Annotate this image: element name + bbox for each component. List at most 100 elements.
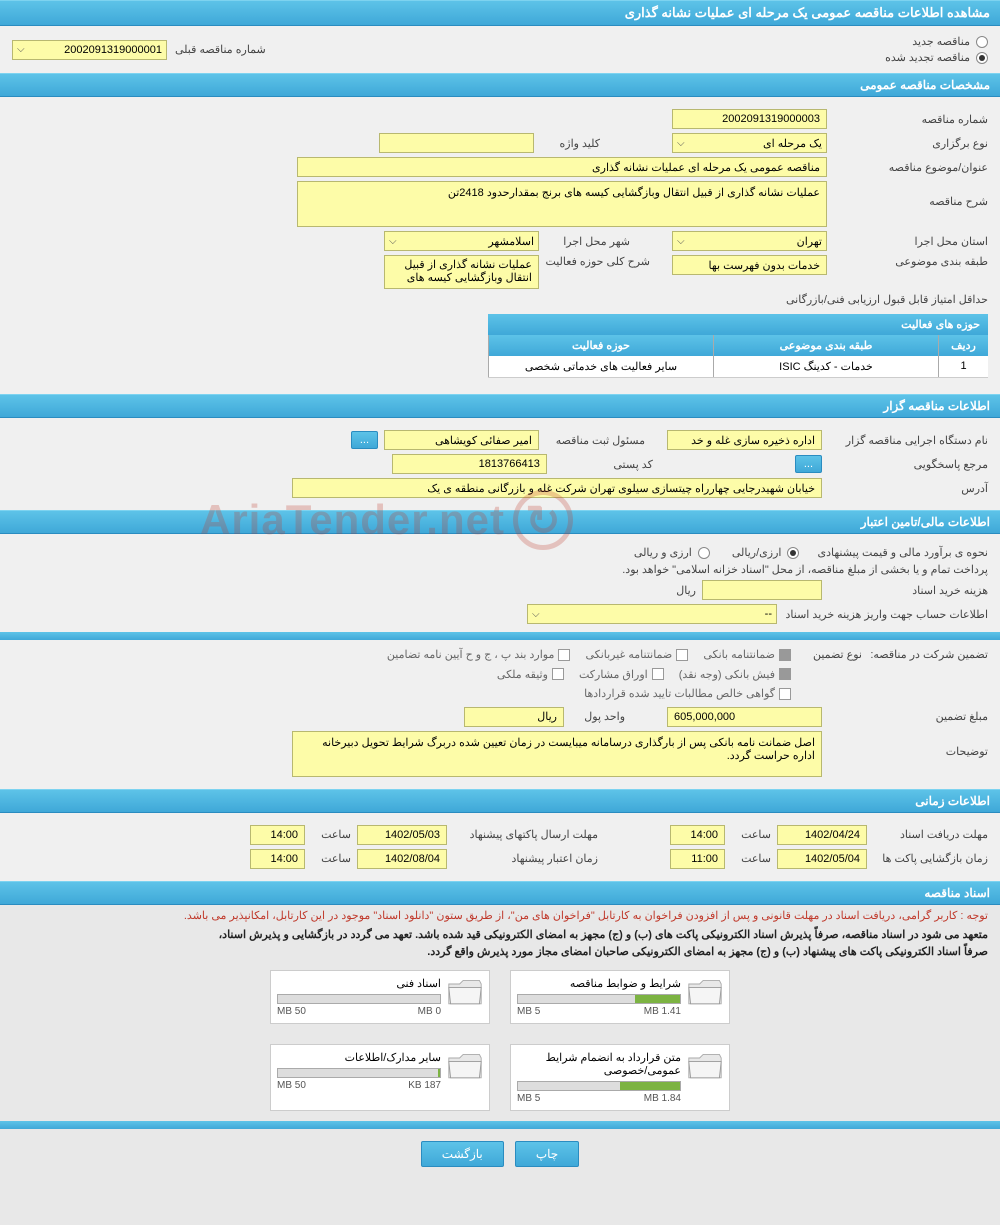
radio-currency-both[interactable] bbox=[698, 547, 710, 559]
subject-field[interactable]: مناقصه عمومی یک مرحله ای عملیات نشانه گذ… bbox=[297, 157, 827, 177]
doc-name: شرایط و ضوابط مناقصه bbox=[517, 977, 681, 990]
clauses-label: موارد بند پ ، ج و ح آیین نامه تضامین bbox=[387, 648, 554, 661]
validity-date-field[interactable]: 1402/08/04 bbox=[357, 849, 447, 869]
doc-name: اسناد فنی bbox=[277, 977, 441, 990]
radio-currency-fx[interactable] bbox=[787, 547, 799, 559]
prev-number-select[interactable]: 2002091319000001 ⌵ bbox=[12, 40, 167, 60]
chk-clauses[interactable] bbox=[558, 649, 570, 661]
page-title: مشاهده اطلاعات مناقصه عمومی یک مرحله ای … bbox=[0, 0, 1000, 26]
section-holder: اطلاعات مناقصه گزار bbox=[0, 394, 1000, 418]
doc-name: متن قرارداد به انضمام شرایط عمومی/خصوصی bbox=[517, 1051, 681, 1077]
chk-nonbank[interactable] bbox=[676, 649, 688, 661]
open-date-field[interactable]: 1402/05/04 bbox=[777, 849, 867, 869]
receivables-label: گواهی خالص مطالبات تایید شده قراردادها bbox=[584, 687, 775, 700]
desc-field[interactable]: عملیات نشانه گذاری از قبیل انتقال وبازگش… bbox=[297, 181, 827, 227]
doc-total: 50 MB bbox=[277, 1080, 306, 1091]
doc-used: 0 MB bbox=[418, 1006, 441, 1017]
col-row-header: ردیف bbox=[938, 335, 988, 356]
org-field: اداره ذخیره سازی غله و خد bbox=[667, 430, 822, 450]
table-header-row: ردیف طبقه بندی موضوعی حوزه فعالیت bbox=[488, 335, 988, 356]
responsible-label: مسئول ثبت مناقصه bbox=[545, 434, 645, 447]
doc-used: 187 KB bbox=[408, 1080, 441, 1091]
receive-date-field[interactable]: 1402/04/24 bbox=[777, 825, 867, 845]
send-label: مهلت ارسال پاکتهای پیشنهاد bbox=[453, 828, 598, 841]
bank-guarantee-label: ضمانتنامه بانکی bbox=[703, 648, 775, 661]
doc-total: 50 MB bbox=[277, 1006, 306, 1017]
responsible-lookup-button[interactable]: ... bbox=[351, 431, 378, 449]
chevron-down-icon: ⌵ bbox=[677, 236, 685, 247]
col-activity-header: حوزه فعالیت bbox=[488, 335, 713, 356]
radio-renewed-label: مناقصه تجدید شده bbox=[885, 51, 970, 64]
post-label: کد پستی bbox=[553, 458, 653, 471]
notice-bold-2: صرفاً اسناد الکترونیکی پاکت های پیشنهاد … bbox=[0, 943, 1000, 960]
radio-renewed-tender[interactable] bbox=[976, 52, 988, 64]
receive-label: مهلت دریافت اسناد bbox=[873, 828, 988, 841]
account-label: اطلاعات حساب جهت واریز هزینه خرید اسناد bbox=[783, 608, 988, 621]
post-field: 1813766413 bbox=[392, 454, 547, 474]
category-label: طبقه بندی موضوعی bbox=[833, 255, 988, 268]
cost-label: هزینه خرید اسناد bbox=[828, 584, 988, 597]
open-time-label: ساعت bbox=[731, 852, 771, 865]
section-financial: اطلاعات مالی/تامین اعتبار bbox=[0, 510, 1000, 534]
row-cat: خدمات - کدینگ ISIC bbox=[713, 356, 938, 377]
ref-label: مرجع پاسخگویی bbox=[828, 458, 988, 471]
province-label: استان محل اجرا bbox=[833, 235, 988, 248]
keyword-label: کلید واژه bbox=[540, 137, 600, 150]
doc-total: 5 MB bbox=[517, 1006, 540, 1017]
doc-item-technical[interactable]: اسناد فنی 0 MB 50 MB bbox=[270, 970, 490, 1024]
validity-label: زمان اعتبار پیشنهاد bbox=[453, 852, 598, 865]
row-num: 1 bbox=[938, 356, 988, 377]
chk-bonds[interactable] bbox=[652, 668, 664, 680]
tender-type-radio-group: مناقصه جدید مناقصه تجدید شده شماره مناقص… bbox=[0, 26, 1000, 73]
amount-field[interactable]: 605,000,000 bbox=[667, 707, 822, 727]
desc-label: شرح مناقصه bbox=[833, 181, 988, 208]
validity-time-field[interactable]: 14:00 bbox=[250, 849, 305, 869]
category-field[interactable]: خدمات بدون فهرست بها bbox=[672, 255, 827, 275]
chk-property[interactable] bbox=[552, 668, 564, 680]
radio-new-tender[interactable] bbox=[976, 36, 988, 48]
city-select[interactable]: اسلامشهر ⌵ bbox=[384, 231, 539, 251]
folder-icon bbox=[687, 977, 723, 1009]
type-select[interactable]: یک مرحله ای ⌵ bbox=[672, 133, 827, 153]
section-docs: اسناد مناقصه bbox=[0, 881, 1000, 905]
radio-new-label: مناقصه جدید bbox=[912, 35, 970, 48]
ref-lookup-button[interactable]: ... bbox=[795, 455, 822, 473]
min-score-label: حداقل امتیاز قابل قبول ارزیابی فنی/بازرگ… bbox=[768, 293, 988, 306]
tender-number-field: 2002091319000003 bbox=[672, 109, 827, 129]
doc-item-other[interactable]: سایر مدارک/اطلاعات 187 KB 50 MB bbox=[270, 1044, 490, 1111]
print-button[interactable]: چاپ bbox=[515, 1141, 579, 1167]
province-select[interactable]: تهران ⌵ bbox=[672, 231, 827, 251]
section-time: اطلاعات زمانی bbox=[0, 789, 1000, 813]
city-label: شهر محل اجرا bbox=[545, 235, 630, 248]
chk-bank-guarantee[interactable] bbox=[779, 649, 791, 661]
doc-used: 1.41 MB bbox=[644, 1006, 681, 1017]
keyword-field[interactable] bbox=[379, 133, 534, 153]
send-time-field[interactable]: 14:00 bbox=[250, 825, 305, 845]
doc-total: 5 MB bbox=[517, 1093, 540, 1104]
send-date-field[interactable]: 1402/05/03 bbox=[357, 825, 447, 845]
notice-red: توجه : کاربر گرامی، دریافت اسناد در مهلت… bbox=[0, 905, 1000, 926]
doc-name: سایر مدارک/اطلاعات bbox=[277, 1051, 441, 1064]
row-act: سایر فعالیت های خدماتی شخصی bbox=[488, 356, 713, 377]
doc-item-conditions[interactable]: شرایط و ضوابط مناقصه 1.41 MB 5 MB bbox=[510, 970, 730, 1024]
chevron-down-icon: ⌵ bbox=[389, 236, 397, 247]
chk-bank-receipt[interactable] bbox=[779, 668, 791, 680]
notes-field[interactable]: اصل ضمانت نامه بانکی پس از بارگذاری درسا… bbox=[292, 731, 822, 777]
cost-field[interactable] bbox=[702, 580, 822, 600]
guarantee-type-label: نوع تضمین bbox=[797, 648, 862, 661]
folder-icon bbox=[447, 1051, 483, 1083]
doc-item-contract[interactable]: متن قرارداد به انضمام شرایط عمومی/خصوصی … bbox=[510, 1044, 730, 1111]
back-button[interactable]: بازگشت bbox=[421, 1141, 504, 1167]
chevron-down-icon: ⌵ bbox=[17, 44, 25, 55]
account-select[interactable]: -- ⌵ bbox=[527, 604, 777, 624]
chk-receivables[interactable] bbox=[779, 688, 791, 700]
amount-label: مبلغ تضمین bbox=[828, 710, 988, 723]
open-time-field[interactable]: 11:00 bbox=[670, 849, 725, 869]
open-label: زمان بازگشایی پاکت ها bbox=[873, 852, 988, 865]
notes-label: توضیحات bbox=[828, 731, 988, 758]
activity-desc-field[interactable]: عملیات نشانه گذاری از قبیل انتقال وبازگش… bbox=[384, 255, 539, 289]
folder-icon bbox=[447, 977, 483, 1009]
receive-time-field[interactable]: 14:00 bbox=[670, 825, 725, 845]
activity-desc-label: شرح کلی حوزه فعالیت bbox=[545, 255, 650, 268]
notice-bold-1: متعهد می شود در اسناد مناقصه، صرفاً پذیر… bbox=[0, 926, 1000, 943]
